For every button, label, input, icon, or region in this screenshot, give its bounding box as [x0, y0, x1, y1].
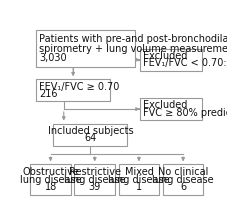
Text: 39: 39	[88, 182, 100, 192]
FancyBboxPatch shape	[74, 164, 115, 195]
Text: Mixed: Mixed	[124, 167, 153, 177]
Text: lung disease: lung disease	[108, 175, 169, 185]
Text: Excluded: Excluded	[143, 51, 187, 61]
FancyBboxPatch shape	[162, 164, 202, 195]
FancyBboxPatch shape	[53, 124, 127, 146]
Text: 6: 6	[179, 182, 185, 192]
Text: Included subjects: Included subjects	[47, 126, 133, 136]
Text: FVC ≥ 80% predicted: 152: FVC ≥ 80% predicted: 152	[143, 108, 227, 118]
Text: 216: 216	[39, 89, 57, 99]
Text: 1: 1	[135, 182, 141, 192]
FancyBboxPatch shape	[139, 49, 201, 71]
FancyBboxPatch shape	[35, 79, 109, 101]
FancyBboxPatch shape	[139, 98, 201, 120]
Text: lung disease: lung disease	[152, 175, 213, 185]
FancyBboxPatch shape	[30, 164, 71, 195]
Text: Patients with pre-and post-bronchodilator: Patients with pre-and post-bronchodilato…	[39, 34, 227, 44]
Text: FEV₁/FVC < 0.70: 2,814: FEV₁/FVC < 0.70: 2,814	[143, 58, 227, 68]
Text: Excluded: Excluded	[143, 100, 187, 110]
Text: No clinical: No clinical	[157, 167, 207, 177]
Text: 18: 18	[44, 182, 57, 192]
Text: 64: 64	[84, 133, 96, 143]
Text: FEV₁/FVC ≥ 0.70: FEV₁/FVC ≥ 0.70	[39, 82, 119, 92]
Text: Restrictive: Restrictive	[69, 167, 120, 177]
Text: lung disease: lung disease	[20, 175, 81, 185]
FancyBboxPatch shape	[35, 30, 134, 67]
Text: Obstructive: Obstructive	[22, 167, 79, 177]
Text: 3,030: 3,030	[39, 53, 67, 63]
Text: spirometry + lung volume measurements: spirometry + lung volume measurements	[39, 44, 227, 54]
Text: lung disease: lung disease	[64, 175, 125, 185]
FancyBboxPatch shape	[118, 164, 158, 195]
